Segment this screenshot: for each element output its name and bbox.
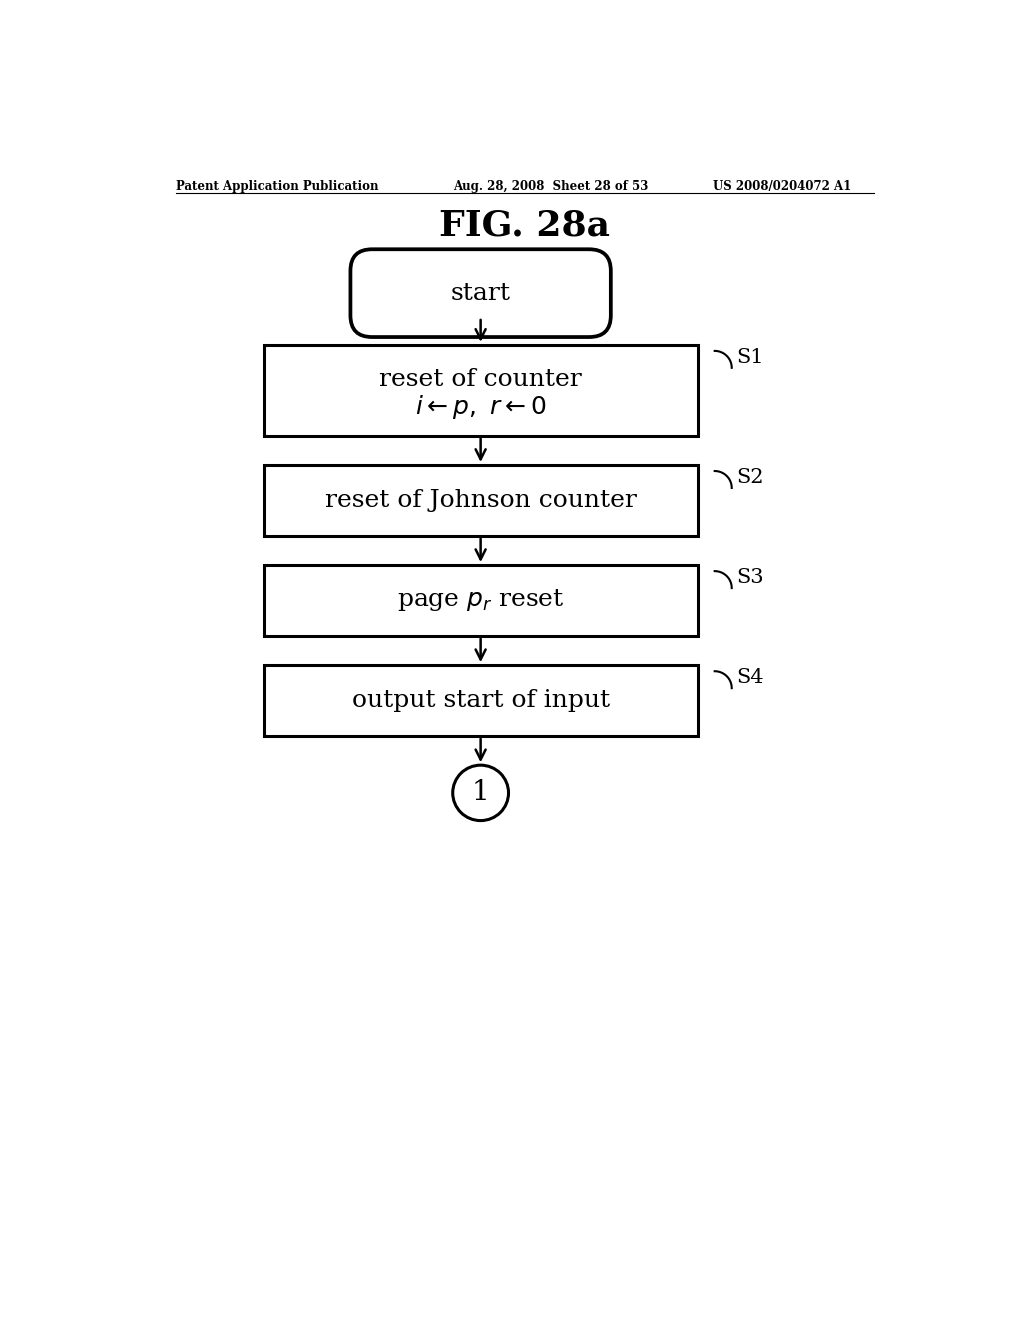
Text: FIG. 28a: FIG. 28a	[439, 209, 610, 243]
Text: page $p_r$ reset: page $p_r$ reset	[397, 587, 564, 614]
Text: $i \leftarrow p,\ r \leftarrow 0$: $i \leftarrow p,\ r \leftarrow 0$	[415, 393, 547, 421]
Text: S1: S1	[736, 348, 764, 367]
Text: 1: 1	[472, 779, 489, 807]
Text: reset of Johnson counter: reset of Johnson counter	[325, 488, 637, 512]
Text: Patent Application Publication: Patent Application Publication	[176, 180, 379, 193]
Text: S3: S3	[736, 568, 764, 587]
FancyBboxPatch shape	[350, 249, 611, 337]
Circle shape	[453, 766, 509, 821]
Bar	[263, 345, 697, 436]
Bar	[263, 465, 697, 536]
Text: US 2008/0204072 A1: US 2008/0204072 A1	[713, 180, 851, 193]
Text: Aug. 28, 2008  Sheet 28 of 53: Aug. 28, 2008 Sheet 28 of 53	[454, 180, 649, 193]
Text: reset of counter: reset of counter	[379, 368, 582, 391]
Text: S4: S4	[736, 668, 764, 688]
Bar	[263, 565, 697, 636]
Bar	[263, 665, 697, 737]
Text: start: start	[451, 281, 511, 305]
Text: output start of input: output start of input	[351, 689, 609, 711]
Text: S2: S2	[736, 469, 764, 487]
